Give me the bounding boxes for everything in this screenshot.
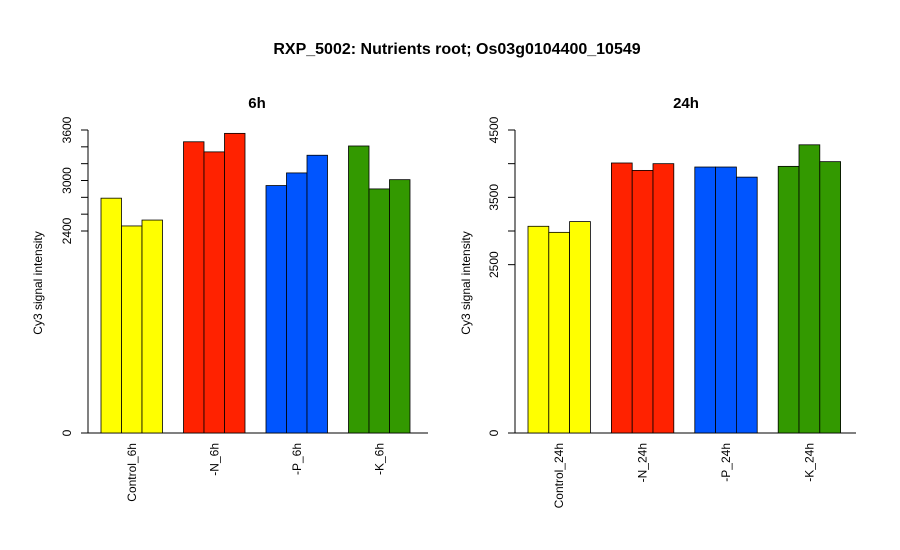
category-labels-24h: Control_24h -N_24h -P_24h -K_24h [552,443,816,508]
category-label: -P_6h [290,443,304,475]
bar--n-24h-1 [611,162,633,434]
y-tick-label: 4500 [487,116,501,143]
category-label: Control_6h [125,443,139,502]
figure-title: RXP_5002: Nutrients root; Os03g0104400_1… [273,41,640,58]
bar--p-24h-3 [736,176,758,434]
bar-control-24h-1 [527,225,550,434]
bar--k-24h-2 [798,144,821,434]
panel-title-6h: 6h [248,95,266,112]
bar--n-6h-1 [183,141,205,434]
y-tick-label: 0 [487,429,501,436]
y-tick-label: 2500 [487,251,501,278]
bar-control-24h-2 [548,231,570,434]
category-label: -N_6h [207,443,221,476]
y-tick-label: 3600 [60,116,74,143]
panel-6h: 6h Cy3 signal intensity 0 2400 3000 3600 Co… [31,95,428,502]
bars-6h [100,132,411,434]
bar--k-24h-3 [819,161,841,434]
category-label: -K_6h [372,443,386,475]
bar--n-6h-3 [224,132,246,434]
bar--n-6h-2 [203,151,225,434]
y-axis-label-24h: Cy3 signal intensity [459,231,473,334]
y-ticks-6h: 0 2400 3000 3600 [60,116,88,436]
category-label: Control_24h [552,443,566,508]
category-label: -P_24h [719,443,733,482]
panel-title-24h: 24h [673,95,699,112]
category-labels-6h: Control_6h -N_6h -P_6h -K_6h [125,443,387,502]
y-tick-label: 0 [60,429,74,436]
bar-control-24h-3 [569,221,591,434]
bar--p-24h-1 [694,166,716,434]
bar--n-24h-2 [631,169,654,434]
bar-control-6h-2 [121,225,143,434]
bar-control-6h-1 [100,197,122,434]
y-ticks-24h: 0 2500 3500 4500 [487,116,515,436]
category-label: -K_24h [802,443,816,482]
bar--k-24h-1 [777,165,800,434]
bar-control-6h-3 [141,219,163,434]
bar--p-6h-2 [286,172,308,434]
category-label: -N_24h [636,443,650,482]
bar--p-24h-2 [715,166,737,434]
y-tick-label: 3000 [60,167,74,194]
panel-24h: 24h Cy3 signal intensity 0 2500 3500 4500 C… [459,95,856,508]
bar--k-6h-2 [368,188,390,434]
y-axis-label-6h: Cy3 signal intensity [31,231,45,334]
bars-24h [527,144,841,434]
bar--k-6h-1 [348,145,370,434]
bar--n-24h-3 [652,163,675,434]
y-tick-label: 3500 [487,184,501,211]
bar--k-6h-3 [389,179,411,434]
y-tick-label: 2400 [60,217,74,244]
bar--p-6h-3 [306,154,328,434]
bar--p-6h-1 [265,185,287,434]
